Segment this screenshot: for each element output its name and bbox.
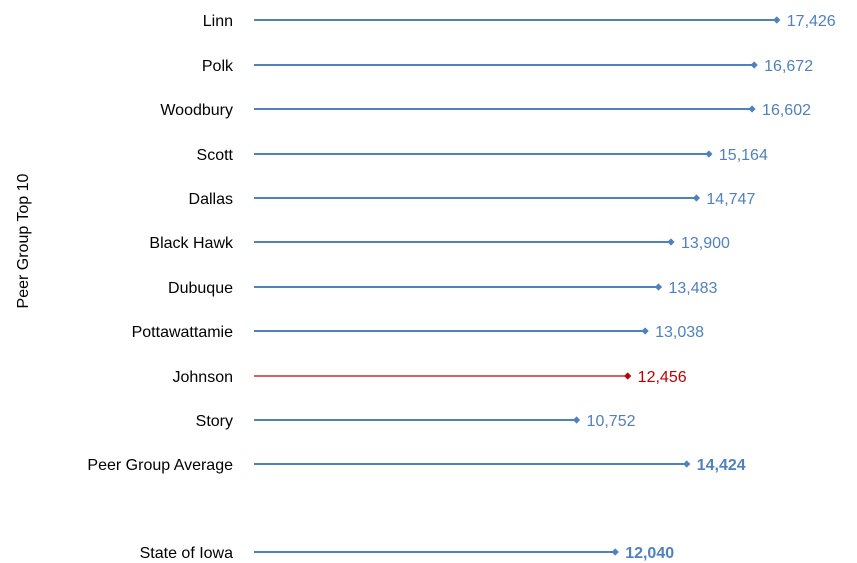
y-axis-label: Peer Group Top 10 <box>15 173 32 308</box>
value-label-dubuque: 13,483 <box>668 280 717 297</box>
lollipop-marker-linn <box>773 16 781 24</box>
value-label-linn: 17,426 <box>787 13 836 30</box>
category-label-johnson: Johnson <box>173 369 234 386</box>
category-label-woodbury: Woodbury <box>160 102 233 119</box>
category-label-pottawattamie: Pottawattamie <box>132 324 233 341</box>
lollipop-marker-story <box>572 416 581 424</box>
category-label-peer-group-average: Peer Group Average <box>87 457 233 474</box>
category-label-polk: Polk <box>202 58 234 75</box>
value-label-johnson: 12,456 <box>638 369 687 386</box>
value-label-polk: 16,672 <box>764 58 813 75</box>
chart-marks: Linn 17,426 Polk 16,672 Woodbury 16,602 Scott 1… <box>87 13 835 562</box>
category-label-dubuque: Dubuque <box>168 280 233 297</box>
value-label-black-hawk: 13,900 <box>681 235 730 252</box>
value-label-pottawattamie: 13,038 <box>655 324 704 341</box>
value-label-woodbury: 16,602 <box>762 102 811 119</box>
value-label-peer-group-average: 14,424 <box>697 457 746 474</box>
category-label-dallas: Dallas <box>189 191 233 208</box>
lollipop-marker-scott <box>705 150 713 158</box>
category-label-state-of-iowa: State of Iowa <box>140 545 233 562</box>
lollipop-marker-state-of-iowa <box>611 548 619 556</box>
value-label-story: 10,752 <box>587 413 636 430</box>
category-label-black-hawk: Black Hawk <box>149 235 234 252</box>
value-label-dallas: 14,747 <box>706 191 755 208</box>
value-label-scott: 15,164 <box>719 147 768 164</box>
lollipop-marker-polk <box>750 61 758 69</box>
lollipop-marker-dallas <box>692 194 701 202</box>
lollipop-marker-pottawattamie <box>641 327 649 335</box>
category-label-story: Story <box>196 413 233 430</box>
lollipop-marker-dubuque <box>654 283 663 291</box>
category-label-linn: Linn <box>203 13 233 30</box>
value-label-state-of-iowa: 12,040 <box>625 545 674 562</box>
lollipop-marker-woodbury <box>748 105 756 113</box>
lollipop-marker-johnson <box>624 372 632 380</box>
category-label-scott: Scott <box>197 147 234 164</box>
lollipop-marker-black-hawk <box>667 238 675 246</box>
lollipop-marker-peer-group-average <box>683 460 691 468</box>
